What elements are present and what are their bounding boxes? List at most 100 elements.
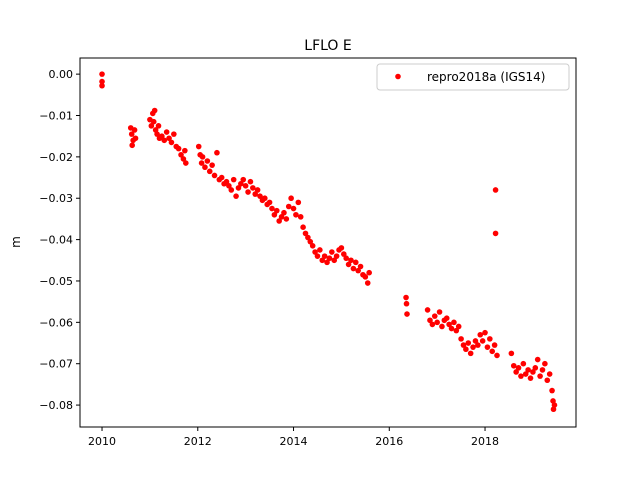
y-tick-label: 0.00: [49, 68, 74, 81]
data-point: [549, 387, 555, 394]
data-point: [131, 127, 138, 133]
data-point: [302, 230, 309, 237]
data-point: [475, 342, 481, 348]
data-point: [429, 321, 436, 328]
legend: repro2018a (IGS14): [376, 63, 570, 91]
data-point: [520, 360, 527, 367]
data-point: [455, 323, 462, 330]
data-point: [453, 327, 460, 334]
data-point: [532, 365, 539, 371]
data-point: [362, 274, 369, 280]
data-point: [494, 352, 500, 359]
data-point: [198, 160, 205, 166]
data-point: [240, 176, 247, 183]
data-point: [317, 247, 323, 253]
data-point: [309, 243, 316, 249]
y-tick-label: −0.02: [39, 151, 73, 164]
data-point: [491, 342, 498, 348]
data-point: [350, 265, 357, 272]
data-point: [247, 178, 254, 185]
data-point: [204, 158, 211, 164]
data-point: [312, 249, 318, 255]
data-point: [329, 249, 335, 255]
data-point: [266, 199, 273, 206]
data-point: [443, 315, 450, 322]
y-tick-label: −0.05: [39, 275, 73, 288]
data-point: [487, 336, 493, 342]
data-point: [148, 123, 155, 129]
data-point: [448, 325, 455, 332]
data-point: [155, 123, 162, 129]
data-point: [183, 160, 189, 166]
y-tick-label: −0.07: [39, 358, 73, 371]
data-point: [489, 348, 496, 355]
data-points: [99, 71, 558, 413]
data-point: [242, 183, 249, 189]
plot-frame: [79, 57, 577, 428]
data-point: [542, 360, 548, 367]
data-point: [250, 185, 256, 191]
data-point: [463, 346, 469, 353]
data-point: [235, 185, 242, 191]
data-point: [424, 307, 431, 313]
data-point: [99, 71, 105, 77]
data-point: [300, 224, 306, 230]
data-point: [508, 350, 515, 357]
data-point: [467, 350, 474, 357]
data-point: [175, 145, 182, 152]
data-point: [218, 174, 225, 181]
data-point: [99, 78, 105, 85]
data-point: [404, 311, 410, 317]
data-point: [285, 203, 292, 210]
legend-box: [376, 63, 570, 91]
data-point: [226, 183, 232, 189]
data-point: [182, 147, 188, 154]
data-point: [276, 218, 282, 224]
data-point: [319, 257, 326, 264]
data-point: [199, 154, 206, 160]
data-point: [230, 176, 237, 183]
data-point: [492, 230, 499, 237]
data-point: [288, 195, 294, 202]
data-point: [150, 118, 157, 125]
data-point: [357, 263, 364, 270]
data-point: [238, 180, 244, 187]
data-point: [333, 253, 340, 259]
data-point: [307, 238, 314, 245]
legend-label: repro2018a (IGS14): [427, 70, 545, 84]
data-point: [129, 142, 135, 149]
data-point: [515, 365, 522, 371]
data-point: [551, 402, 558, 408]
data-point: [460, 342, 467, 348]
data-point: [262, 195, 268, 202]
data-point: [245, 189, 251, 195]
data-point: [522, 371, 529, 377]
data-point: [278, 214, 285, 220]
data-point: [513, 369, 519, 375]
data-point: [321, 253, 328, 259]
data-point: [290, 205, 297, 212]
data-point: [166, 135, 172, 142]
data-point: [465, 340, 472, 346]
data-point: [348, 257, 354, 264]
data-point: [233, 193, 239, 199]
data-point: [161, 137, 168, 144]
data-point: [451, 319, 457, 326]
data-point: [297, 214, 304, 220]
data-point: [295, 199, 302, 206]
data-point: [527, 375, 534, 381]
data-point: [154, 131, 160, 137]
data-point: [254, 187, 261, 193]
data-point: [403, 300, 410, 307]
data-point: [366, 269, 372, 276]
data-point: [252, 191, 259, 197]
data-point: [257, 193, 263, 199]
data-point: [446, 321, 452, 328]
data-point: [544, 377, 551, 384]
y-tick-label: −0.03: [39, 192, 73, 205]
data-point: [539, 367, 546, 373]
data-point: [340, 251, 347, 257]
data-point: [403, 294, 409, 301]
data-point: [479, 338, 486, 344]
